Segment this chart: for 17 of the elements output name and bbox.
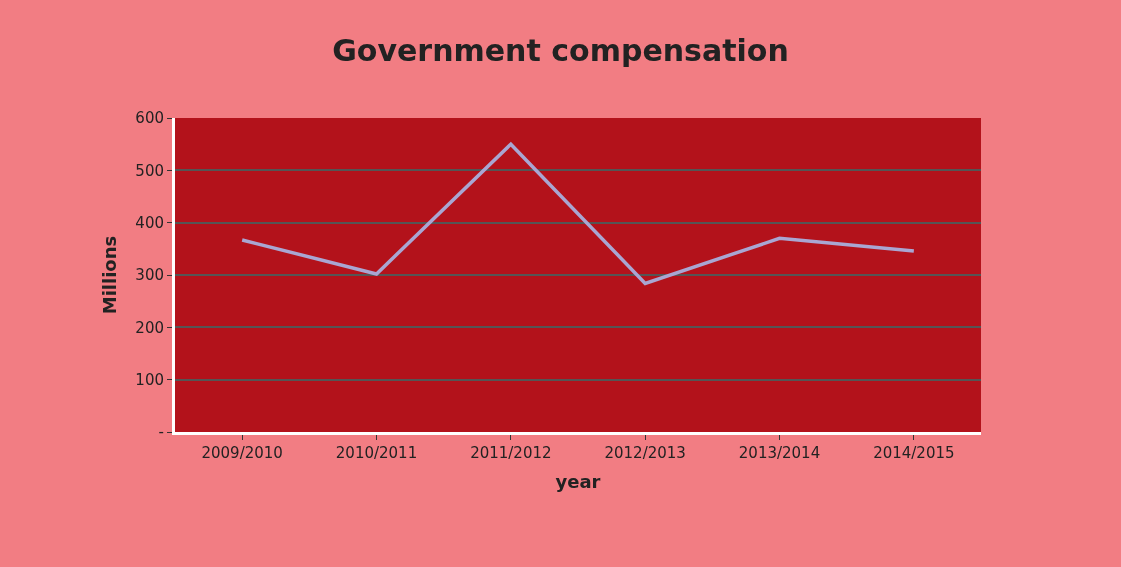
- y-tick-label: 600: [135, 109, 164, 128]
- y-tick-label: 100: [135, 370, 164, 389]
- chart-title: Government compensation: [332, 32, 789, 68]
- y-tick-label: 500: [135, 161, 164, 180]
- x-tick-label: 2011/2012: [470, 444, 552, 462]
- x-tick-label: 2014/2015: [873, 444, 955, 462]
- x-tick-label: 2012/2013: [604, 444, 686, 462]
- x-tick-label: 2009/2010: [201, 444, 283, 462]
- y-tick-label: -: [158, 423, 164, 442]
- x-axis-title: year: [555, 471, 601, 493]
- y-tick-label: 200: [135, 318, 164, 337]
- y-tick-label: 300: [135, 266, 164, 285]
- x-tick-label: 2010/2011: [335, 444, 418, 462]
- y-tick-label: 400: [135, 213, 164, 232]
- line-series: [240, 142, 916, 286]
- x-tick-label: 2013/2014: [738, 444, 821, 462]
- y-axis-title: Millions: [98, 235, 120, 315]
